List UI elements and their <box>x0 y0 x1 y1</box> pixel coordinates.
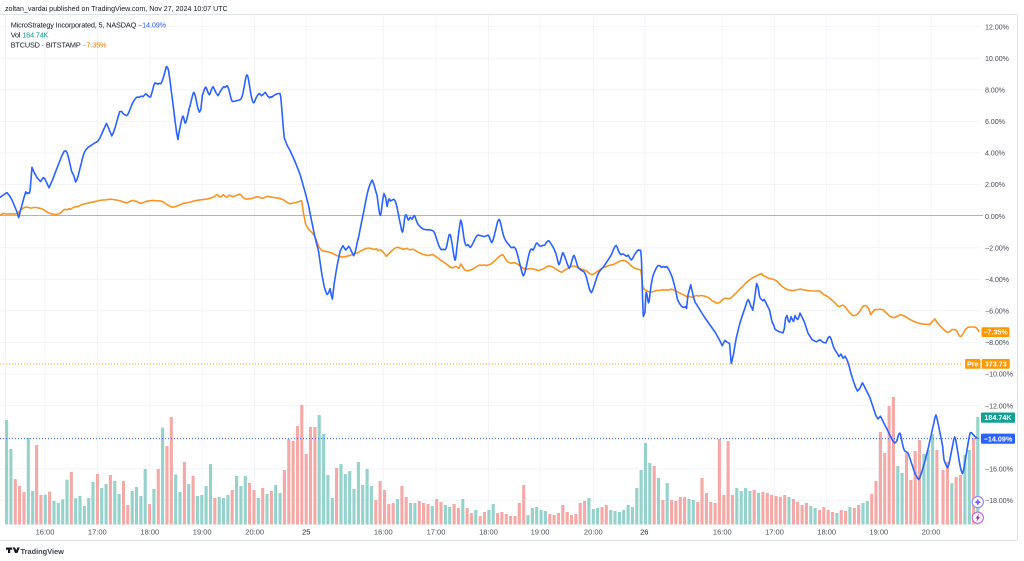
svg-text:Pre: Pre <box>967 360 979 369</box>
svg-text:8.00%: 8.00% <box>985 86 1006 95</box>
svg-text:17:00: 17:00 <box>427 528 446 537</box>
svg-text:17:00: 17:00 <box>88 528 107 537</box>
svg-text:MicroStrategy Incorporated, 5,: MicroStrategy Incorporated, 5, NASDAQ −1… <box>11 20 167 29</box>
svg-text:16:00: 16:00 <box>36 528 55 537</box>
svg-text:12.00%: 12.00% <box>985 22 1009 31</box>
svg-text:−4.00%: −4.00% <box>985 275 1010 284</box>
svg-text:18:00: 18:00 <box>479 528 498 537</box>
svg-text:−12.00%: −12.00% <box>985 401 1014 410</box>
svg-text:−7.35%: −7.35% <box>983 328 1008 337</box>
svg-text:−14.09%: −14.09% <box>984 434 1013 443</box>
svg-text:−16.00%: −16.00% <box>985 464 1014 473</box>
svg-text:20:00: 20:00 <box>584 528 603 537</box>
svg-text:2.00%: 2.00% <box>985 180 1006 189</box>
svg-text:6.00%: 6.00% <box>985 117 1006 126</box>
svg-text:18:00: 18:00 <box>817 528 836 537</box>
svg-text:0.00%: 0.00% <box>985 212 1006 221</box>
svg-text:−8.00%: −8.00% <box>985 338 1010 347</box>
svg-text:zoltan_vardai published on Tra: zoltan_vardai published on TradingView.c… <box>5 5 228 13</box>
svg-text:−2.00%: −2.00% <box>985 243 1010 252</box>
svg-text:Vol 184.74K: Vol 184.74K <box>11 30 49 39</box>
svg-text:19:00: 19:00 <box>869 528 888 537</box>
svg-text:18:00: 18:00 <box>140 528 159 537</box>
svg-text:10.00%: 10.00% <box>985 54 1009 63</box>
svg-text:−10.00%: −10.00% <box>985 370 1014 379</box>
svg-text:BTCUSD · BITSTAMP −7.35%: BTCUSD · BITSTAMP −7.35% <box>11 40 107 49</box>
svg-text:184.74K: 184.74K <box>984 413 1012 422</box>
svg-text:19:00: 19:00 <box>531 528 550 537</box>
svg-text:17:00: 17:00 <box>765 528 784 537</box>
svg-text:4.00%: 4.00% <box>985 149 1006 158</box>
svg-text:26: 26 <box>640 528 648 537</box>
svg-text:−18.00%: −18.00% <box>985 496 1014 505</box>
svg-text:TradingView: TradingView <box>21 547 65 556</box>
svg-text:16:00: 16:00 <box>374 528 393 537</box>
svg-text:20:00: 20:00 <box>245 528 264 537</box>
svg-text:16:00: 16:00 <box>713 528 732 537</box>
svg-text:20:00: 20:00 <box>922 528 941 537</box>
svg-text:19:00: 19:00 <box>193 528 212 537</box>
svg-text:−6.00%: −6.00% <box>985 307 1010 316</box>
svg-text:25: 25 <box>302 528 310 537</box>
svg-text:373.73: 373.73 <box>985 360 1007 369</box>
